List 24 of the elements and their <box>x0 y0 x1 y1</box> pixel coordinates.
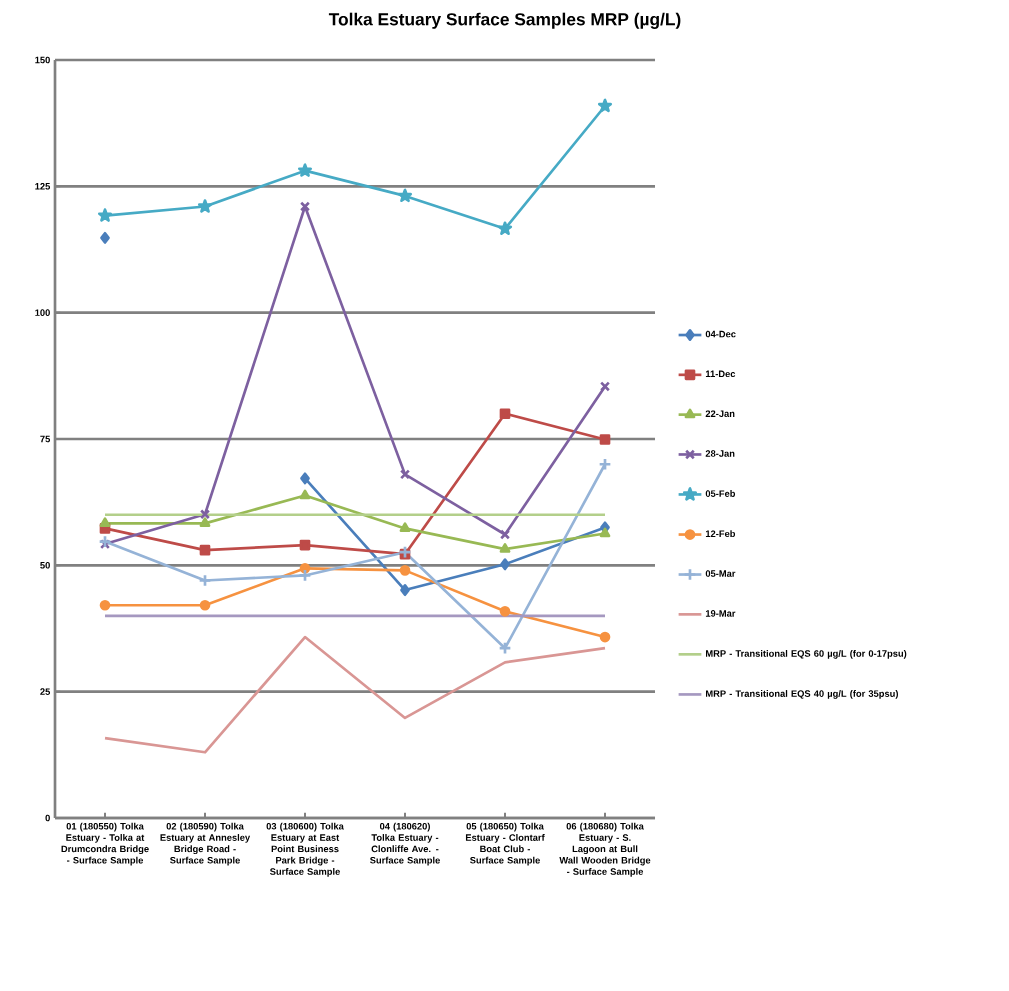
legend-label: 12-Feb <box>705 530 736 538</box>
legend-label: 11-Dec <box>705 370 736 378</box>
x-tick-label: 02 (180590) Tolka Estuary at Annesley Bridge Road - Surface Sample <box>160 822 251 866</box>
x-tick-label: 05 (180650) Tolka Estuary - Clontarf Boat Club - Surface Sample <box>465 822 545 866</box>
x-tick-label: 06 (180680) Tolka Estuary - S. Lagoon at Bull Wall Wooden Bridge - Surface Sample <box>559 822 651 877</box>
y-tick-label: 100 <box>35 309 50 316</box>
y-tick-label: 125 <box>35 183 51 190</box>
legend-label: 22-Jan <box>705 410 735 417</box>
y-tick-label: 75 <box>40 435 51 443</box>
y-tick-label: 0 <box>45 814 50 822</box>
x-tick-label: 04 (180620) Tolka Estuary - Clonliffe Ave. - Surface Sample <box>370 822 440 866</box>
y-tick-label: 25 <box>40 688 51 695</box>
x-tick-label: 03 (180600) Tolka Estuary at East Point Business Park Bridge - Surface Sample <box>266 822 344 877</box>
y-tick-label: 150 <box>35 56 50 64</box>
legend-label: MRP - Transitional EQS 60 µg/L (for 0-17psu) <box>706 649 907 659</box>
legend-label: 05-Feb <box>705 490 736 497</box>
legend-label: 28-Jan <box>705 450 735 457</box>
legend-label: 04-Dec <box>705 330 736 338</box>
chart-title: Tolka Estuary Surface Samples MRP (µg/L) <box>328 12 681 29</box>
y-tick-label: 50 <box>40 562 50 569</box>
x-tick-label: 01 (180550) Tolka Estuary - Tolka at Drumcondra Bridge - Surface Sample <box>61 822 149 866</box>
legend-label: 05-Mar <box>705 570 736 577</box>
legend-label: MRP - Transitional EQS 40 µg/L (for 35psu) <box>706 690 898 699</box>
legend-label: 19-Mar <box>705 610 736 617</box>
